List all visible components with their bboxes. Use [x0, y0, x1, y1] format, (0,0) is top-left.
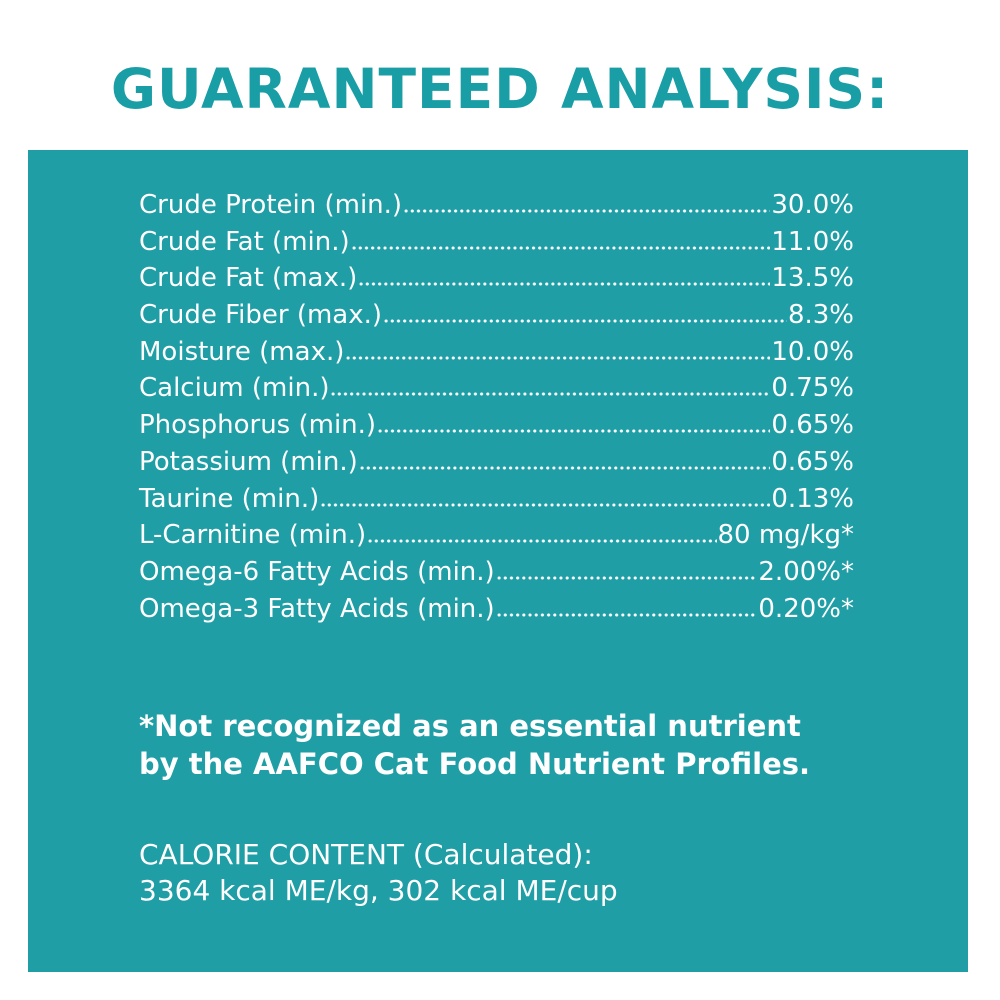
nutrient-value: 80 mg/kg*: [717, 520, 855, 551]
dot-leader: [403, 209, 771, 213]
analysis-row: Calcium (min.) 0.75%: [139, 373, 854, 410]
nutrient-label: Crude Fiber (max.): [139, 300, 383, 331]
analysis-row: Crude Fiber (max.) 8.3%: [139, 300, 854, 337]
nutrient-value: 0.65%: [771, 410, 854, 441]
nutrient-value: 13.5%: [771, 263, 854, 294]
dot-leader: [345, 355, 771, 360]
nutrient-label: Taurine (min.): [139, 483, 320, 514]
footnote-line: *Not recognized as an essential nutrient: [139, 709, 801, 743]
analysis-panel: Crude Protein (min.) 30.0% Crude Fat (mi…: [28, 150, 968, 972]
nutrient-label: Crude Fat (max.): [139, 263, 358, 294]
analysis-row: Crude Protein (min.) 30.0%: [139, 190, 854, 227]
nutrient-label: Calcium (min.): [139, 373, 330, 404]
dot-leader: [383, 319, 787, 324]
analysis-list: Crude Protein (min.) 30.0% Crude Fat (mi…: [139, 190, 854, 630]
nutrient-label: Omega-3 Fatty Acids (min.): [139, 593, 495, 624]
nutrient-label: Phosphorus (min.): [139, 410, 377, 441]
nutrient-label: Crude Protein (min.): [139, 190, 403, 220]
dot-leader: [320, 502, 771, 507]
nutrient-value: 0.20%*: [758, 593, 854, 624]
calorie-heading: CALORIE CONTENT (Calculated):: [139, 838, 593, 871]
nutrient-value: 0.75%: [771, 373, 854, 404]
analysis-row: Omega-3 Fatty Acids (min.) 0.20%*: [139, 594, 854, 631]
analysis-row: Potassium (min.) 0.65%: [139, 447, 854, 484]
calorie-values: 3364 kcal ME/kg, 302 kcal ME/cup: [139, 874, 618, 907]
nutrient-value: 0.13%: [771, 483, 854, 514]
analysis-row: L-Carnitine (min.) 80 mg/kg*: [139, 520, 854, 557]
dot-leader: [350, 245, 771, 250]
nutrient-value: 11.0%: [771, 226, 854, 257]
nutrient-value: 10.0%: [771, 336, 854, 367]
dot-leader: [358, 282, 771, 287]
page-title: GUARANTEED ANALYSIS:: [110, 57, 890, 121]
dot-leader: [495, 575, 758, 580]
nutrient-label: Moisture (max.): [139, 336, 345, 367]
analysis-row: Taurine (min.) 0.13%: [139, 484, 854, 521]
dot-leader: [495, 612, 758, 617]
nutrient-label: Potassium (min.): [139, 446, 358, 477]
nutrient-label: L-Carnitine (min.): [139, 520, 367, 551]
nutrient-label: Crude Fat (min.): [139, 226, 350, 257]
nutrient-value: 2.00%*: [758, 556, 854, 587]
aafco-footnote: *Not recognized as an essential nutrient…: [139, 707, 939, 783]
calorie-content: CALORIE CONTENT (Calculated): 3364 kcal …: [139, 837, 939, 909]
dot-leader: [330, 392, 771, 397]
footnote-line: by the AAFCO Cat Food Nutrient Profiles.: [139, 747, 811, 781]
dot-leader: [358, 465, 771, 470]
dot-leader: [367, 539, 717, 544]
analysis-row: Crude Fat (min.) 11.0%: [139, 227, 854, 264]
nutrient-label: Omega-6 Fatty Acids (min.): [139, 556, 495, 587]
analysis-row: Crude Fat (max.) 13.5%: [139, 263, 854, 300]
nutrient-value: 8.3%: [787, 300, 854, 331]
nutrient-value: 0.65%: [771, 446, 854, 477]
dot-leader: [377, 429, 771, 434]
analysis-row: Phosphorus (min.) 0.65%: [139, 410, 854, 447]
analysis-row: Moisture (max.) 10.0%: [139, 337, 854, 374]
nutrient-value: 30.0%: [771, 190, 854, 220]
analysis-row: Omega-6 Fatty Acids (min.) 2.00%*: [139, 557, 854, 594]
